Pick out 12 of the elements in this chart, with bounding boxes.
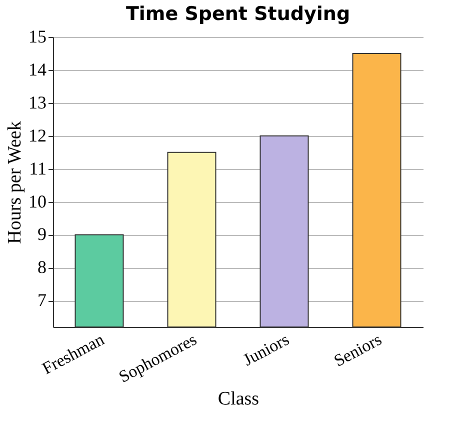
y-tick-label: 9 [38,224,46,244]
y-tick-label: 10 [28,191,46,212]
x-axis-title: Class [218,388,260,410]
chart-title: Time Spent Studying [126,3,350,25]
y-tick-label: 15 [28,26,46,46]
y-tick-label: 7 [38,290,46,310]
y-tick-label: 8 [38,257,46,278]
y-tick-label: 13 [28,92,46,112]
y-tick-label: 11 [29,158,46,178]
y-tick-label: 12 [28,125,46,146]
y-axis-title: Hours per Week [4,120,26,244]
y-tick-label: 14 [28,59,46,80]
